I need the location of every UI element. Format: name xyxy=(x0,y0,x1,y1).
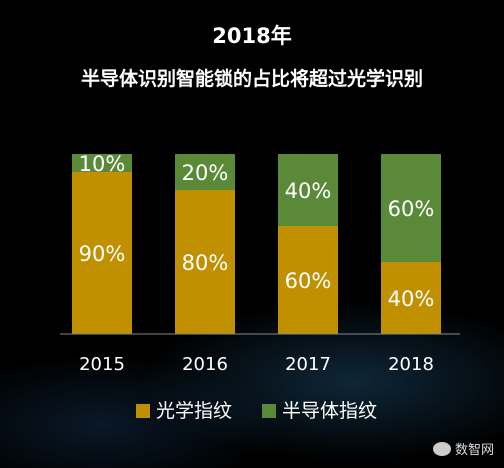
bar-semiconductor-2015 xyxy=(72,154,132,172)
watermark: 数智网 xyxy=(432,439,494,458)
x-tick-label-2018: 2018 xyxy=(388,354,434,375)
bar-optical-2017 xyxy=(278,226,338,334)
legend-swatch-semiconductor xyxy=(262,404,276,418)
data-label-optical-2018: 40% xyxy=(388,287,435,311)
data-label-semiconductor-2016: 20% xyxy=(182,161,229,185)
bar-semiconductor-2016 xyxy=(175,154,235,190)
bar-optical-2016 xyxy=(175,190,235,334)
x-tick-label-2017: 2017 xyxy=(285,354,331,375)
bar-optical-2018 xyxy=(381,262,441,334)
legend: 光学指纹 半导体指纹 xyxy=(136,400,377,422)
legend-label-semiconductor: 半导体指纹 xyxy=(282,400,377,422)
data-label-optical-2017: 60% xyxy=(285,269,332,293)
x-tick-labels: 2015 2016 2017 2018 xyxy=(79,354,434,375)
wechat-icon xyxy=(432,441,451,456)
bars-group: 90% 10% 80% 20% 60% 40% 40% 60% xyxy=(72,152,441,334)
legend-label-optical: 光学指纹 xyxy=(156,400,232,422)
bar-semiconductor-2017 xyxy=(278,154,338,226)
bar-optical-2015 xyxy=(72,172,132,334)
bar-semiconductor-2018 xyxy=(381,154,441,262)
data-label-optical-2015: 90% xyxy=(79,242,126,266)
data-label-semiconductor-2018: 60% xyxy=(388,197,435,221)
data-label-semiconductor-2017: 40% xyxy=(285,179,332,203)
chart-title: 2018年 xyxy=(212,24,292,48)
data-label-optical-2016: 80% xyxy=(182,251,229,275)
chart-subtitle: 半导体识别智能锁的占比将超过光学识别 xyxy=(80,68,423,90)
watermark-text: 数智网 xyxy=(454,443,494,458)
data-label-semiconductor-2015: 10% xyxy=(79,152,126,176)
x-tick-label-2015: 2015 xyxy=(79,354,125,375)
legend-swatch-optical xyxy=(136,404,150,418)
x-tick-label-2016: 2016 xyxy=(182,354,228,375)
